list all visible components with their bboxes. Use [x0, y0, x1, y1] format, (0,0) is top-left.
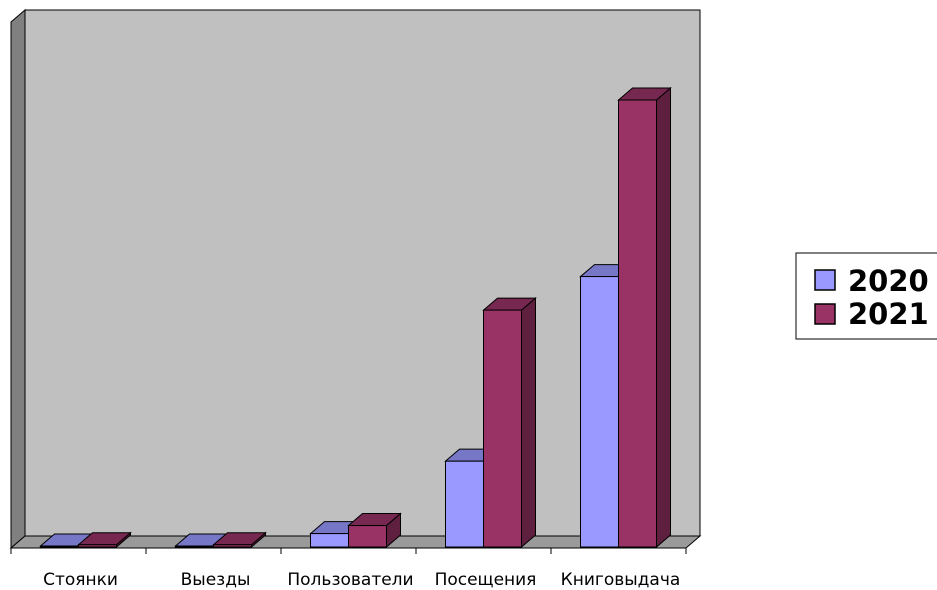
category-label: Посещения [435, 570, 537, 590]
bar-front [175, 545, 214, 548]
x-axis-ticks [10, 548, 687, 554]
category-label: Книговыдача [561, 570, 681, 590]
bar-2021-Посещения [482, 297, 537, 549]
bar-front [213, 544, 252, 548]
bar-2021-Книговыдача [617, 86, 672, 549]
bar-front [618, 99, 657, 548]
category-label: Пользователи [287, 570, 413, 590]
legend: 2020 2021 [795, 252, 937, 340]
legend-label-2021: 2021 [848, 297, 929, 331]
bar-front [40, 545, 79, 548]
legend-label-2020: 2020 [848, 264, 929, 298]
bar-front [580, 276, 619, 548]
legend-swatch-2021 [814, 303, 836, 325]
bar-front [348, 525, 387, 548]
bar-side [656, 86, 671, 549]
category-label: Выезды [181, 570, 251, 590]
legend-box [795, 252, 937, 340]
category-label: Стоянки [43, 570, 118, 590]
bar-front [310, 533, 349, 548]
bars [39, 86, 672, 549]
category-labels: Стоянки Выезды Пользователи Посещения Книгов… [43, 570, 680, 590]
bar-front [445, 460, 484, 548]
bar-2021-Стоянки [77, 531, 132, 549]
chart-side-wall [10, 8, 26, 550]
legend-swatch-2020 [814, 269, 836, 291]
bar-front [483, 309, 522, 548]
bar-2021-Выезды [212, 531, 267, 549]
bar-front [78, 544, 117, 548]
bar-side [521, 297, 536, 549]
bar-2021-Пользователи [347, 512, 402, 549]
